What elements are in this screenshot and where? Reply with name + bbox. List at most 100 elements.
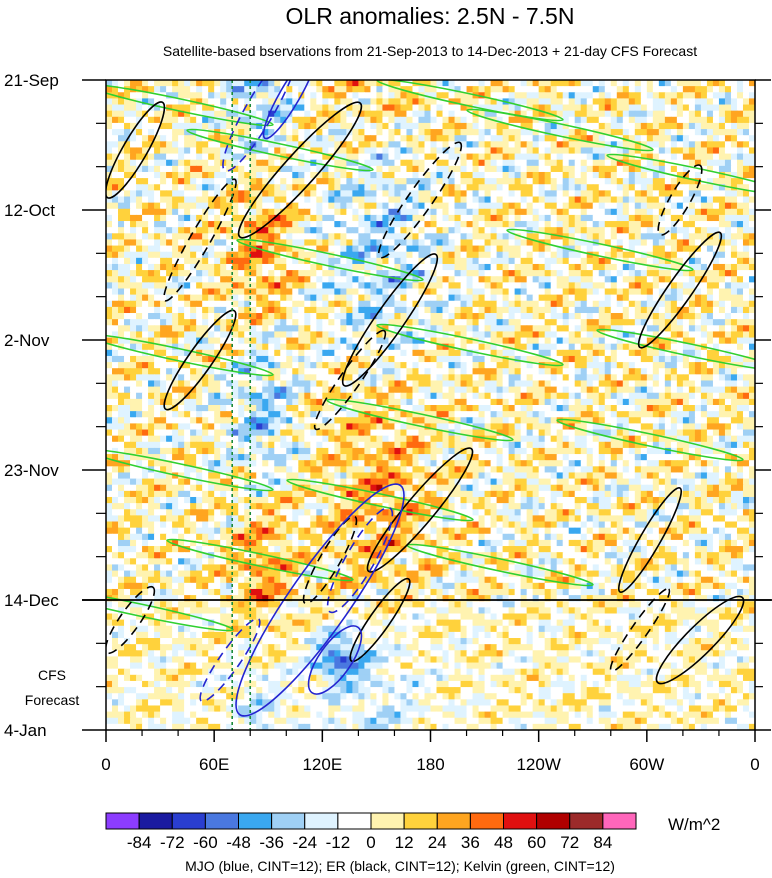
heatmap-cell	[202, 80, 209, 87]
heatmap-cell	[454, 104, 462, 112]
heatmap-cell	[274, 165, 281, 173]
heatmap-cell	[214, 147, 221, 155]
heatmap-cell	[292, 282, 299, 290]
heatmap-cell	[286, 294, 293, 302]
heatmap-cell	[688, 355, 696, 363]
heatmap-cell	[370, 288, 378, 296]
heatmap-cell	[292, 116, 299, 124]
heatmap-cell	[412, 221, 420, 228]
heatmap-cell	[442, 80, 450, 87]
heatmap-cell	[508, 190, 516, 198]
heatmap-cell	[256, 263, 263, 271]
heatmap-cell	[670, 165, 678, 173]
heatmap-cell	[436, 319, 444, 326]
heatmap-cell	[532, 110, 540, 118]
heatmap-cell	[622, 288, 630, 296]
heatmap-cell	[556, 294, 564, 302]
heatmap-cell	[568, 319, 576, 326]
heatmap-cell	[538, 141, 546, 149]
heatmap-cell	[550, 239, 558, 247]
heatmap-cell	[154, 159, 161, 167]
heatmap-cell	[484, 196, 492, 204]
heatmap-cell	[298, 135, 305, 142]
heatmap-cell	[322, 282, 329, 290]
heatmap-cell	[256, 184, 263, 191]
heatmap-cell	[574, 214, 582, 222]
heatmap-cell	[724, 129, 732, 136]
heatmap-cell	[256, 282, 263, 290]
heatmap-cell	[580, 245, 588, 253]
heatmap-cell	[544, 202, 552, 210]
heatmap-cell	[538, 276, 546, 283]
heatmap-cell	[562, 122, 570, 130]
heatmap-cell	[718, 282, 726, 290]
heatmap-cell	[442, 159, 450, 167]
heatmap-cell	[670, 227, 678, 234]
heatmap-cell	[382, 141, 390, 149]
heatmap-cell	[244, 313, 251, 320]
heatmap-cell	[664, 214, 672, 222]
heatmap-cell	[508, 239, 516, 247]
heatmap-cell	[442, 165, 450, 173]
heatmap-cell	[508, 178, 516, 185]
heatmap-cell	[640, 257, 648, 265]
heatmap-cell	[640, 208, 648, 216]
heatmap-cell	[718, 221, 726, 228]
heatmap-cell	[352, 110, 359, 118]
heatmap-cell	[526, 190, 534, 198]
heatmap-cell	[184, 98, 191, 106]
heatmap-cell	[568, 80, 576, 87]
heatmap-cell	[106, 355, 113, 363]
heatmap-cell	[382, 190, 390, 198]
heatmap-cell	[478, 184, 486, 191]
heatmap-cell	[304, 147, 311, 155]
heatmap-cell	[484, 337, 492, 345]
heatmap-cell	[742, 239, 750, 247]
heatmap-cell	[154, 86, 161, 93]
heatmap-cell	[256, 343, 263, 351]
heatmap-cell	[592, 104, 600, 112]
heatmap-cell	[274, 80, 281, 87]
heatmap-cell	[664, 288, 672, 296]
heatmap-cell	[604, 233, 612, 241]
heatmap-cell	[640, 313, 648, 320]
heatmap-cell	[316, 214, 323, 222]
heatmap-cell	[586, 129, 594, 136]
heatmap-cell	[424, 98, 432, 106]
heatmap-cell	[250, 171, 257, 179]
heatmap-cell	[310, 294, 317, 302]
heatmap-cell	[622, 92, 630, 99]
heatmap-cell	[448, 104, 456, 112]
heatmap-cell	[706, 349, 714, 357]
heatmap-cell	[406, 300, 414, 308]
heatmap-cell	[238, 325, 245, 333]
heatmap-cell	[730, 178, 738, 185]
heatmap-cell	[586, 104, 594, 112]
heatmap-cell	[562, 313, 570, 320]
heatmap-cell	[700, 129, 708, 136]
heatmap-cell	[640, 300, 648, 308]
heatmap-cell	[412, 171, 420, 179]
heatmap-cell	[376, 159, 384, 167]
heatmap-cell	[526, 92, 534, 99]
heatmap-cell	[472, 147, 480, 155]
heatmap-cell	[676, 294, 684, 302]
heatmap-cell	[328, 104, 335, 112]
heatmap-cell	[334, 135, 341, 142]
heatmap-cell	[748, 221, 755, 228]
heatmap-cell	[682, 159, 690, 167]
heatmap-cell	[538, 263, 546, 271]
heatmap-cell	[736, 147, 744, 155]
heatmap-cell	[586, 282, 594, 290]
heatmap-cell	[196, 214, 203, 222]
heatmap-cell	[730, 129, 738, 136]
heatmap-cell	[430, 129, 438, 136]
heatmap-cell	[700, 184, 708, 191]
heatmap-cell	[718, 343, 726, 351]
heatmap-cell	[472, 331, 480, 339]
heatmap-cell	[544, 337, 552, 345]
heatmap-cell	[172, 227, 179, 234]
heatmap-cell	[382, 276, 390, 283]
heatmap-cell	[172, 343, 179, 351]
heatmap-cell	[424, 276, 432, 283]
